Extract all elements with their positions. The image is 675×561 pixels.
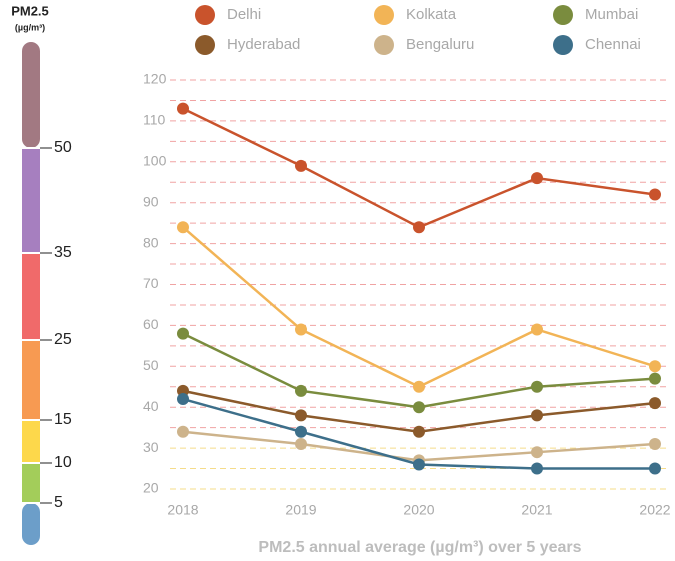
- data-point: [295, 409, 307, 422]
- legend-label: Chennai: [585, 36, 641, 53]
- y-tick-label: 100: [143, 153, 167, 169]
- series-line: [182, 226, 656, 389]
- scale-title: PM2.5: [11, 3, 49, 18]
- y-tick-label: 70: [143, 275, 159, 291]
- data-point: [413, 380, 425, 393]
- scale-band: [22, 503, 40, 545]
- legend-swatch: [195, 35, 215, 55]
- y-tick-label: 60: [143, 316, 159, 332]
- legend-swatch: [374, 5, 394, 25]
- data-point: [649, 360, 661, 373]
- data-point: [531, 446, 543, 459]
- data-point: [649, 372, 661, 385]
- scale-band: [22, 253, 40, 340]
- y-tick-label: 110: [143, 112, 166, 128]
- data-point: [177, 425, 189, 438]
- legend-label: Mumbai: [585, 6, 638, 23]
- data-point: [649, 438, 661, 451]
- data-point: [649, 462, 661, 475]
- data-point: [295, 384, 307, 397]
- data-point: [531, 462, 543, 475]
- legend-swatch: [374, 35, 394, 55]
- y-tick-label: 90: [143, 193, 159, 209]
- scale-label: 5: [54, 494, 63, 511]
- series-line: [182, 107, 656, 229]
- scale-label: 35: [54, 244, 72, 261]
- data-point: [413, 425, 425, 438]
- x-tick-label: 2018: [167, 502, 198, 518]
- data-point: [531, 380, 543, 393]
- x-tick-label: 2020: [403, 502, 434, 518]
- legend-swatch: [553, 5, 573, 25]
- x-tick-label: 2019: [285, 502, 316, 518]
- data-point: [531, 409, 543, 422]
- data-point: [413, 221, 425, 234]
- data-point: [413, 458, 425, 471]
- scale-band: [22, 340, 40, 420]
- data-point: [531, 172, 543, 185]
- data-point: [295, 438, 307, 451]
- legend-label: Delhi: [227, 6, 261, 23]
- data-point: [177, 393, 189, 406]
- y-tick-label: 120: [143, 71, 167, 87]
- data-point: [531, 323, 543, 336]
- x-tick-label: 2021: [521, 502, 552, 518]
- y-tick-label: 30: [143, 439, 159, 455]
- scale-unit: (µg/m³): [15, 22, 45, 32]
- data-point: [295, 159, 307, 172]
- data-point: [649, 397, 661, 410]
- scale-label: 50: [54, 139, 72, 156]
- data-point: [177, 327, 189, 340]
- scale-band: [22, 463, 40, 503]
- scale-label: 10: [54, 454, 72, 471]
- scale-label: 15: [54, 411, 72, 428]
- legend-swatch: [553, 35, 573, 55]
- x-title: PM2.5 annual average (µg/m³) over 5 year…: [258, 539, 581, 556]
- legend-swatch: [195, 5, 215, 25]
- data-point: [177, 221, 189, 234]
- scale-band: [22, 148, 40, 253]
- y-tick-label: 50: [143, 357, 159, 373]
- data-point: [413, 401, 425, 414]
- data-point: [177, 102, 189, 115]
- legend-label: Kolkata: [406, 6, 457, 23]
- legend-label: Bengaluru: [406, 36, 474, 53]
- scale-band: [22, 42, 40, 148]
- y-tick-label: 80: [143, 234, 159, 250]
- x-tick-label: 2022: [639, 502, 670, 518]
- data-point: [295, 425, 307, 438]
- data-point: [295, 323, 307, 336]
- scale-label: 25: [54, 331, 72, 348]
- legend-label: Hyderabad: [227, 36, 300, 53]
- y-tick-label: 40: [143, 398, 159, 414]
- scale-band: [22, 420, 40, 463]
- data-point: [649, 188, 661, 201]
- y-tick-label: 20: [143, 480, 159, 496]
